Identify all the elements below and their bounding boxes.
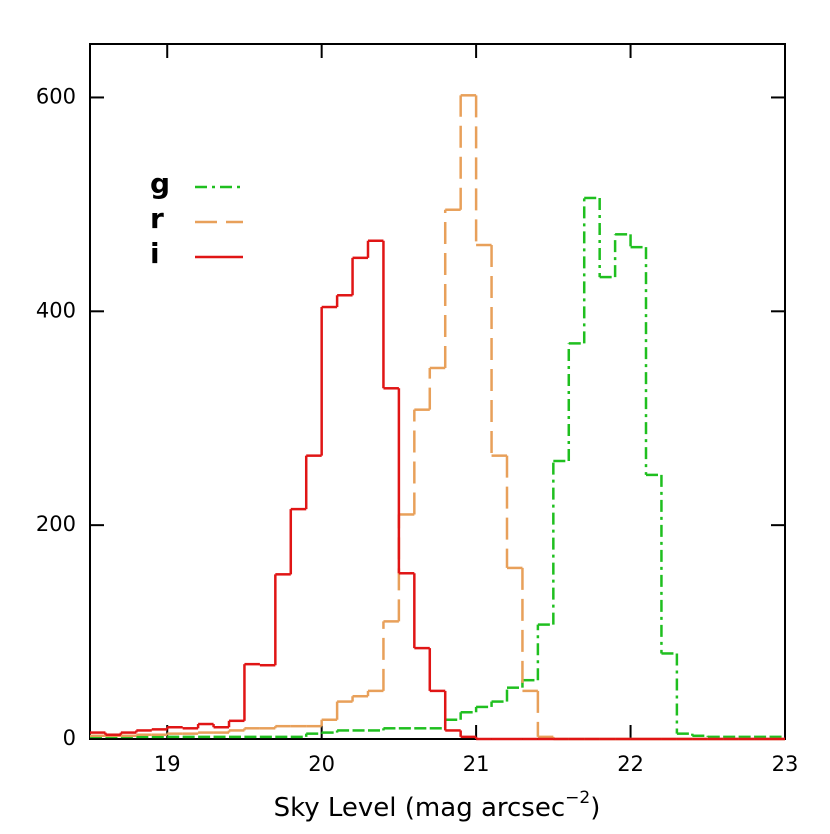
legend-label: g bbox=[150, 167, 170, 200]
x-label-main: Sky Level (mag arcsec bbox=[274, 793, 566, 823]
x-tick-label: 23 bbox=[772, 752, 799, 776]
y-tick-label: 200 bbox=[36, 512, 76, 536]
x-label-end: ) bbox=[590, 793, 600, 823]
y-tick-label: 0 bbox=[63, 726, 76, 750]
x-tick-label: 20 bbox=[308, 752, 335, 776]
y-tick-label: 400 bbox=[36, 298, 76, 322]
legend-label: r bbox=[150, 202, 164, 235]
x-tick-label: 22 bbox=[617, 752, 644, 776]
x-tick-label: 21 bbox=[463, 752, 490, 776]
x-tick-label: 19 bbox=[154, 752, 181, 776]
x-label-sup: −2 bbox=[565, 788, 590, 808]
plot-frame bbox=[89, 43, 786, 740]
y-tick-label: 600 bbox=[36, 84, 76, 108]
x-axis-label: Sky Level (mag arcsec−2) bbox=[274, 788, 601, 823]
legend-label: i bbox=[150, 237, 160, 270]
